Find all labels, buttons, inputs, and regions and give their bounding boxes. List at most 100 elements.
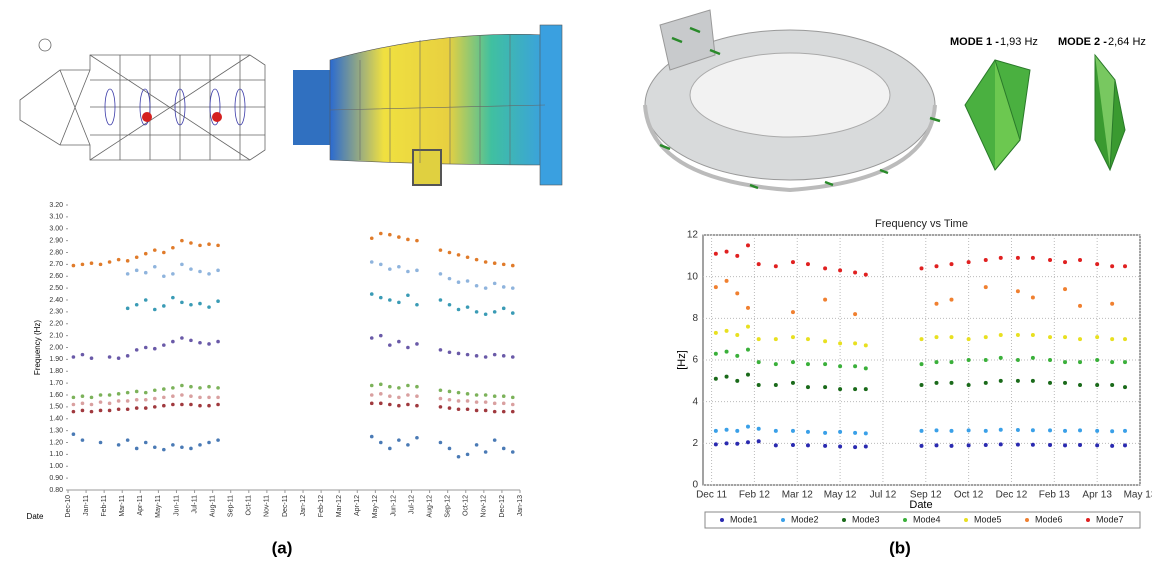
data-point (484, 450, 488, 454)
data-point (180, 263, 184, 267)
data-point (466, 255, 470, 259)
data-point (1078, 428, 1082, 432)
data-point (791, 429, 795, 433)
data-point (1031, 256, 1035, 260)
data-point (949, 298, 953, 302)
data-point (984, 443, 988, 447)
data-point (216, 340, 220, 344)
data-point (207, 396, 211, 400)
data-point (448, 350, 452, 354)
data-point (934, 381, 938, 385)
data-point (934, 302, 938, 306)
data-point (162, 404, 166, 408)
data-point (853, 445, 857, 449)
data-point (725, 428, 729, 432)
data-point (493, 353, 497, 357)
data-point (397, 235, 401, 239)
data-point (406, 403, 410, 407)
data-point (216, 403, 220, 407)
y-tick-label: 1.40 (49, 416, 63, 423)
data-point (1123, 443, 1127, 447)
data-point (999, 333, 1003, 337)
x-tick-label: Jun-12 (390, 495, 397, 517)
data-point (1095, 262, 1099, 266)
data-point (949, 262, 953, 266)
data-point (838, 341, 842, 345)
data-point (216, 299, 220, 303)
data-point (791, 381, 795, 385)
data-point (735, 354, 739, 358)
data-point (774, 337, 778, 341)
data-point (949, 335, 953, 339)
y-tick-label: 2.00 (49, 344, 63, 351)
data-point (171, 340, 175, 344)
data-point (171, 272, 175, 276)
data-point (388, 267, 392, 271)
data-point (1016, 256, 1020, 260)
data-point (806, 385, 810, 389)
data-point (99, 409, 103, 413)
data-point (153, 388, 157, 392)
data-point (746, 373, 750, 377)
data-point (1016, 443, 1020, 447)
data-point (189, 403, 193, 407)
data-point (864, 387, 868, 391)
data-point (838, 430, 842, 434)
data-point (397, 438, 401, 442)
data-point (439, 441, 443, 445)
data-point (1031, 333, 1035, 337)
data-point (207, 342, 211, 346)
data-point (370, 236, 374, 240)
data-point (735, 333, 739, 337)
data-point (99, 393, 103, 397)
data-point (746, 348, 750, 352)
data-point (484, 355, 488, 359)
data-point (757, 427, 761, 431)
mode-title: MODE 1 - (950, 36, 999, 48)
data-point (81, 353, 85, 357)
data-point (853, 431, 857, 435)
data-point (153, 347, 157, 351)
figure: MODE 1 - 1,93 Hz MODE 2 - 2,64 Hz (a) (b… (0, 0, 1152, 564)
data-point (967, 383, 971, 387)
data-point (791, 310, 795, 314)
data-point (1095, 443, 1099, 447)
fe-model (293, 25, 562, 185)
data-point (920, 383, 924, 387)
data-point (415, 404, 419, 408)
data-point (171, 403, 175, 407)
data-point (502, 307, 506, 311)
data-point (171, 443, 175, 447)
legend-marker (1025, 518, 1029, 522)
x-tick-label: Nov-12 (481, 495, 488, 518)
x-tick-label: May 13 (1124, 490, 1152, 501)
data-point (180, 403, 184, 407)
data-point (108, 402, 112, 406)
data-point (934, 428, 938, 432)
legend-label: Mode5 (974, 514, 1002, 524)
data-point (108, 393, 112, 397)
data-point (439, 405, 443, 409)
data-point (171, 246, 175, 250)
data-point (379, 232, 383, 236)
x-tick-label: Mar-11 (119, 495, 126, 517)
data-point (735, 379, 739, 383)
data-point (949, 444, 953, 448)
y-tick-label: 1.60 (49, 392, 63, 399)
data-point (1048, 335, 1052, 339)
data-point (999, 428, 1003, 432)
data-point (379, 392, 383, 396)
data-point (511, 264, 515, 268)
data-point (126, 259, 130, 263)
data-point (853, 271, 857, 275)
data-point (448, 277, 452, 281)
data-point (493, 394, 497, 398)
data-point (1031, 379, 1035, 383)
data-point (207, 404, 211, 408)
data-point (934, 264, 938, 268)
data-point (81, 402, 85, 406)
y-tick-label: 6 (692, 355, 698, 366)
data-point (171, 296, 175, 300)
chart-title: Frequency vs Time (875, 218, 968, 230)
x-tick-label: Apr-12 (354, 495, 361, 516)
